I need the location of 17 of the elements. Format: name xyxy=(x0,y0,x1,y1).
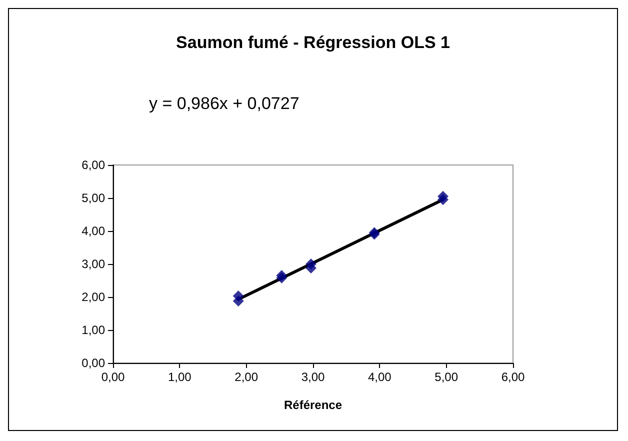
x-tick-label: 0,00 xyxy=(101,370,125,384)
y-tick-label: 5,00 xyxy=(82,191,106,205)
x-tick-label: 5,00 xyxy=(434,370,458,384)
y-tick-label: 0,00 xyxy=(82,356,106,370)
x-tick-label: 6,00 xyxy=(501,370,525,384)
chart-title: Saumon fumé - Régression OLS 1 xyxy=(176,33,450,52)
x-tick-label: 1,00 xyxy=(168,370,192,384)
y-tick-label: 2,00 xyxy=(82,290,106,304)
text: y = 0,986x + 0,0727 xyxy=(149,94,300,113)
y-tick-label: 1,00 xyxy=(82,323,106,337)
x-tick-label: 2,00 xyxy=(234,370,258,384)
y-tick-label: 4,00 xyxy=(82,224,106,238)
y-tick-label: 3,00 xyxy=(82,257,106,271)
x-tick-label: 4,00 xyxy=(368,370,392,384)
x-tick-label: 3,00 xyxy=(301,370,325,384)
y-tick-label: 6,00 xyxy=(82,158,106,172)
x-axis-title: Référence xyxy=(284,398,342,412)
